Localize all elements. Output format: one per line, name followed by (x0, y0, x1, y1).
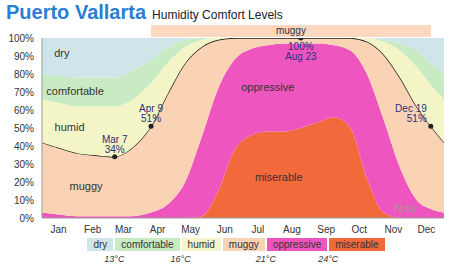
html-text:21°C: 21°C (255, 254, 276, 264)
svg-text:30%: 30% (14, 159, 34, 170)
svg-text:muggy: muggy (70, 180, 104, 192)
svg-text:51%: 51% (141, 113, 161, 124)
svg-text:10%: 10% (14, 195, 34, 206)
html-text:dry: dry (93, 239, 108, 250)
svg-text:Jun: Jun (217, 224, 233, 235)
svg-text:Aug: Aug (283, 224, 301, 235)
svg-text:51%: 51% (407, 113, 427, 124)
svg-text:80%: 80% (14, 69, 34, 80)
svg-text:50%: 50% (14, 123, 34, 134)
svg-text:100%: 100% (288, 41, 314, 52)
svg-text:Mar: Mar (115, 224, 133, 235)
html-text:24°C: 24°C (318, 254, 339, 264)
svg-text:0%: 0% (20, 213, 35, 224)
svg-text:Apr 9: Apr 9 (139, 103, 163, 115)
html-text:humid: humid (187, 239, 215, 250)
svg-text:Jan: Jan (50, 224, 66, 235)
html-text:comfortable: comfortable (121, 239, 174, 250)
svg-text:20%: 20% (14, 177, 34, 188)
svg-text:Mar 7: Mar 7 (101, 133, 128, 145)
svg-text:70%: 70% (14, 87, 34, 98)
svg-text:Sep: Sep (317, 224, 335, 235)
svg-text:Nov: Nov (384, 224, 402, 235)
svg-text:60%: 60% (14, 105, 34, 116)
html-text:muggy: muggy (228, 239, 259, 250)
svg-text:34%: 34% (105, 144, 125, 155)
svg-text:Feb: Feb (84, 224, 102, 235)
svg-text:40%: 40% (14, 141, 34, 152)
svg-text:dry: dry (54, 47, 70, 59)
html-text:miserable: miserable (335, 239, 379, 250)
svg-text:Dec: Dec (417, 224, 435, 235)
svg-text:Dec 19: Dec 19 (395, 103, 427, 115)
svg-text:humid: humid (55, 121, 85, 133)
svg-text:90%: 90% (14, 51, 34, 62)
svg-text:100%: 100% (8, 33, 34, 44)
html-text:oppressive: oppressive (272, 239, 322, 250)
svg-text:Aug 23: Aug 23 (285, 51, 317, 62)
svg-text:Now: Now (394, 202, 416, 214)
svg-text:May: May (181, 224, 200, 235)
html-text:Puerto Vallarta Humidity Comfo: Puerto Vallarta Humidity Comfort Levels (6, 1, 283, 23)
svg-text:miserable: miserable (255, 171, 303, 183)
svg-text:Apr: Apr (150, 224, 166, 235)
html-text:muggy: muggy (275, 25, 306, 36)
svg-text:oppressive: oppressive (241, 81, 294, 93)
html-text:16°C: 16°C (170, 254, 191, 264)
svg-text:comfortable: comfortable (46, 85, 103, 97)
svg-text:Jul: Jul (251, 224, 264, 235)
svg-text:Oct: Oct (351, 224, 367, 235)
html-text:13°C: 13°C (104, 254, 125, 264)
